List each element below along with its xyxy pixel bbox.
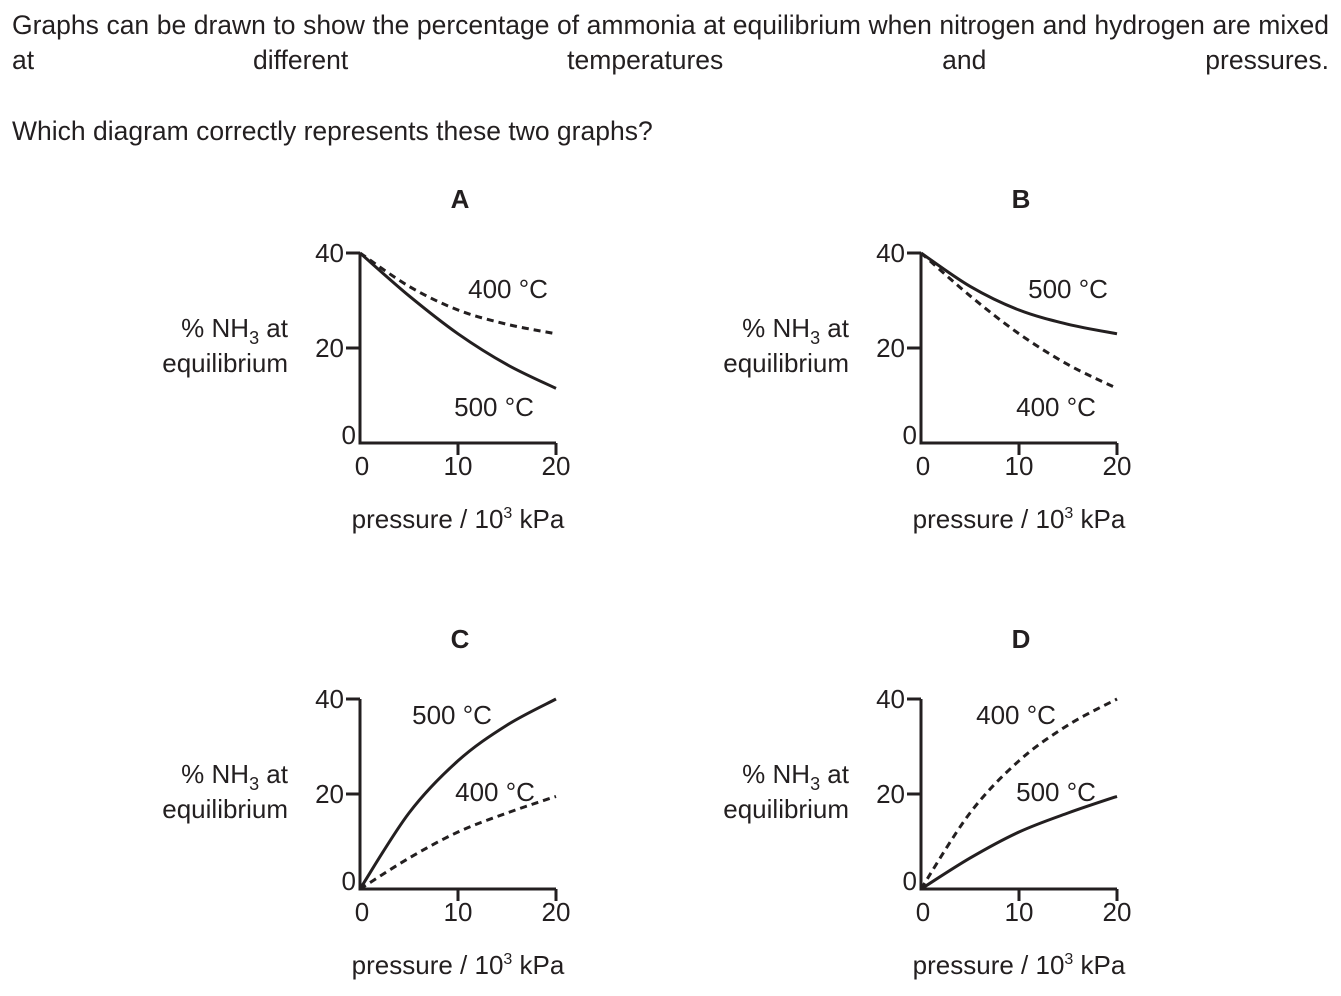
x-tick-label: 20 [542,451,571,481]
curve-label-500-c: 500 °C [1028,274,1108,304]
option-letter-b: B [1012,184,1031,214]
y-tick-label: 40 [315,684,344,714]
x-tick-label: 0 [916,451,930,481]
question-text: Graphs can be drawn to show the percenta… [12,10,1329,75]
curve-label-500-c: 500 °C [1016,777,1096,807]
x-tick-label: 0 [355,451,369,481]
curve-500-c-solid [359,251,557,390]
x-tick-label: 0 [916,897,930,927]
x-tick-label: 10 [444,451,473,481]
curve-label-400-c: 400 °C [976,700,1056,730]
y-tick-label: 40 [876,238,905,268]
y-tick-label: 20 [876,779,905,809]
x-tick-label: 10 [444,897,473,927]
curve-400-c-dashed [920,251,1118,390]
y-axis-label-line2: equilibrium [723,348,849,378]
axes [919,253,1117,445]
y-axis-label-line2: equilibrium [162,348,288,378]
curve-400-c-dashed [359,794,557,891]
curve-400-c-dashed [919,697,1118,890]
x-tick-label: 20 [542,897,571,927]
y-tick-label: 20 [315,333,344,363]
curve-label-500-c: 500 °C [454,392,534,422]
y-tick-label: 0 [342,866,356,896]
option-letter-a: A [451,184,470,214]
x-axis-label: pressure / 103 kPa [352,504,565,534]
y-axis-label-line1: % NH3 at [181,313,289,348]
option-letter-c: C [451,624,470,654]
x-tick-label: 20 [1103,897,1132,927]
x-tick-label: 0 [355,897,369,927]
y-tick-label: 40 [315,238,344,268]
curve-500-c-solid [358,697,557,890]
y-tick-label: 20 [315,779,344,809]
question-prompt: Which diagram correctly represents these… [12,116,653,146]
y-tick-label: 0 [342,420,356,450]
curve-500-c-solid [920,251,1118,336]
option-letter-d: D [1012,624,1031,654]
x-tick-label: 20 [1103,451,1132,481]
x-axis-label: pressure / 103 kPa [352,950,565,980]
x-tick-label: 10 [1005,451,1034,481]
curve-label-400-c: 400 °C [468,274,548,304]
x-axis-label: pressure / 103 kPa [913,950,1126,980]
curve-label-400-c: 400 °C [1016,392,1096,422]
y-tick-label: 0 [903,420,917,450]
curve-400-c-dashed [359,251,557,336]
y-axis-label-line1: % NH3 at [742,759,850,794]
y-axis-label-line2: equilibrium [723,794,849,824]
y-axis-label-line1: % NH3 at [742,313,850,348]
x-tick-label: 10 [1005,897,1034,927]
y-tick-label: 0 [903,866,917,896]
axes [358,253,556,445]
curve-500-c-solid [920,794,1118,891]
y-tick-label: 20 [876,333,905,363]
y-tick-label: 40 [876,684,905,714]
y-axis-label-line2: equilibrium [162,794,288,824]
curve-label-400-c: 400 °C [455,777,535,807]
x-axis-label: pressure / 103 kPa [913,504,1126,534]
y-axis-label-line1: % NH3 at [181,759,289,794]
curve-label-500-c: 500 °C [412,700,492,730]
